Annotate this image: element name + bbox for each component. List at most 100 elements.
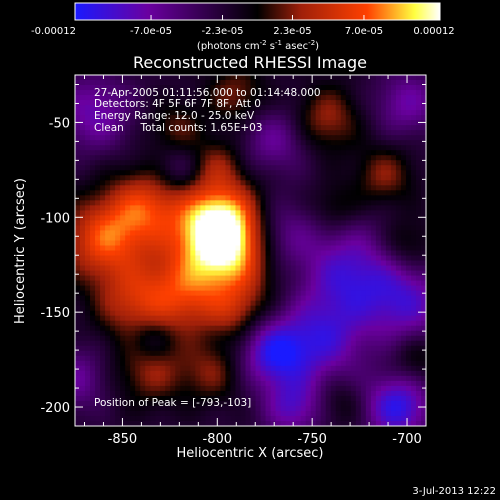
- heatmap-cell: [160, 245, 166, 252]
- heatmap-cell: [275, 280, 282, 287]
- heatmap-cell: [305, 325, 312, 332]
- heatmap-cell: [265, 255, 272, 262]
- heatmap-cell: [150, 135, 156, 141]
- heatmap-cell: [400, 345, 407, 352]
- heatmap-cell: [325, 205, 332, 211]
- heatmap-cell: [90, 105, 96, 111]
- heatmap-cell: [240, 105, 247, 111]
- heatmap-cell: [300, 145, 307, 151]
- heatmap-cell: [270, 305, 277, 312]
- heatmap-cell: [200, 95, 206, 101]
- heatmap-cell: [255, 300, 262, 307]
- heatmap-cell: [190, 280, 196, 287]
- heatmap-cell: [385, 400, 392, 407]
- heatmap-cell: [175, 370, 181, 377]
- heatmap-cell: [180, 200, 186, 206]
- heatmap-cell: [315, 160, 322, 166]
- heatmap-cell: [420, 85, 426, 91]
- heatmap-cell: [330, 95, 337, 101]
- heatmap-cell: [120, 245, 126, 252]
- heatmap-cell: [225, 410, 232, 417]
- heatmap-cell: [130, 230, 136, 237]
- heatmap-cell: [300, 95, 307, 101]
- heatmap-cell: [370, 420, 377, 426]
- heatmap-cell: [305, 315, 312, 322]
- heatmap-cell: [270, 350, 277, 357]
- heatmap-cell: [140, 325, 146, 332]
- heatmap-cell: [115, 170, 121, 176]
- heatmap-cell: [375, 90, 382, 96]
- heatmap-cell: [145, 410, 151, 417]
- heatmap-cell: [105, 215, 111, 222]
- heatmap-cell: [405, 190, 412, 196]
- heatmap-cell: [305, 250, 312, 257]
- heatmap-cell: [105, 315, 111, 322]
- heatmap-cell: [365, 360, 372, 367]
- heatmap-cell: [105, 95, 111, 101]
- heatmap-cell: [320, 400, 327, 407]
- heatmap-cell: [95, 230, 101, 237]
- heatmap-cell: [170, 75, 176, 81]
- heatmap-cell: [200, 245, 206, 252]
- heatmap-cell: [80, 160, 86, 166]
- heatmap-cell: [125, 90, 131, 96]
- heatmap-cell: [225, 325, 232, 332]
- heatmap-cell: [275, 360, 282, 367]
- heatmap-cell: [405, 265, 412, 272]
- heatmap-cell: [220, 105, 227, 111]
- heatmap-cell: [235, 275, 242, 282]
- heatmap-cell: [240, 80, 247, 86]
- heatmap-cell: [75, 240, 81, 247]
- heatmap-cell: [250, 210, 257, 216]
- heatmap-cell: [175, 260, 181, 267]
- heatmap-cell: [310, 185, 317, 191]
- heatmap-cell: [180, 80, 186, 86]
- heatmap-cell: [365, 170, 372, 176]
- heatmap-cell: [310, 320, 317, 327]
- heatmap-cell: [170, 300, 176, 307]
- heatmap-cell: [350, 330, 357, 337]
- heatmap-cell: [295, 255, 302, 262]
- heatmap-cell: [275, 380, 282, 387]
- heatmap-cell: [400, 150, 407, 156]
- heatmap-cell: [265, 225, 272, 232]
- heatmap-cell: [75, 100, 81, 106]
- heatmap-cell: [105, 385, 111, 392]
- heatmap-cell: [105, 140, 111, 146]
- heatmap-cell: [225, 365, 232, 372]
- heatmap-cell: [160, 360, 166, 367]
- heatmap-cell: [305, 370, 312, 377]
- heatmap-cell: [290, 240, 297, 247]
- heatmap-cell: [270, 75, 277, 81]
- heatmap-cell: [295, 80, 302, 86]
- heatmap-cell: [215, 355, 222, 362]
- heatmap-cell: [95, 95, 101, 101]
- heatmap-cell: [265, 170, 272, 176]
- heatmap-cell: [120, 260, 126, 267]
- heatmap-cell: [305, 245, 312, 252]
- heatmap-cell: [75, 155, 81, 161]
- heatmap-cell: [280, 190, 287, 196]
- heatmap-cell: [340, 215, 347, 222]
- heatmap-cell: [370, 330, 377, 337]
- heatmap-cell: [400, 170, 407, 176]
- heatmap-cell: [85, 85, 91, 91]
- heatmap-cell: [170, 125, 176, 131]
- heatmap-cell: [245, 245, 252, 252]
- heatmap-cell: [305, 350, 312, 357]
- heatmap-cell: [160, 380, 166, 387]
- heatmap-cell: [270, 320, 277, 327]
- heatmap-cell: [385, 275, 392, 282]
- heatmap-cell: [325, 390, 332, 397]
- heatmap-cell: [250, 135, 257, 141]
- heatmap-cell: [300, 250, 307, 257]
- heatmap-cell: [360, 345, 367, 352]
- heatmap-cell: [210, 175, 216, 181]
- heatmap-cell: [100, 350, 106, 357]
- heatmap-cell: [320, 110, 327, 116]
- heatmap-cell: [205, 290, 211, 297]
- heatmap-cell: [190, 115, 196, 121]
- heatmap-cell: [135, 140, 141, 146]
- heatmap-cell: [360, 330, 367, 337]
- heatmap-cell: [395, 120, 402, 126]
